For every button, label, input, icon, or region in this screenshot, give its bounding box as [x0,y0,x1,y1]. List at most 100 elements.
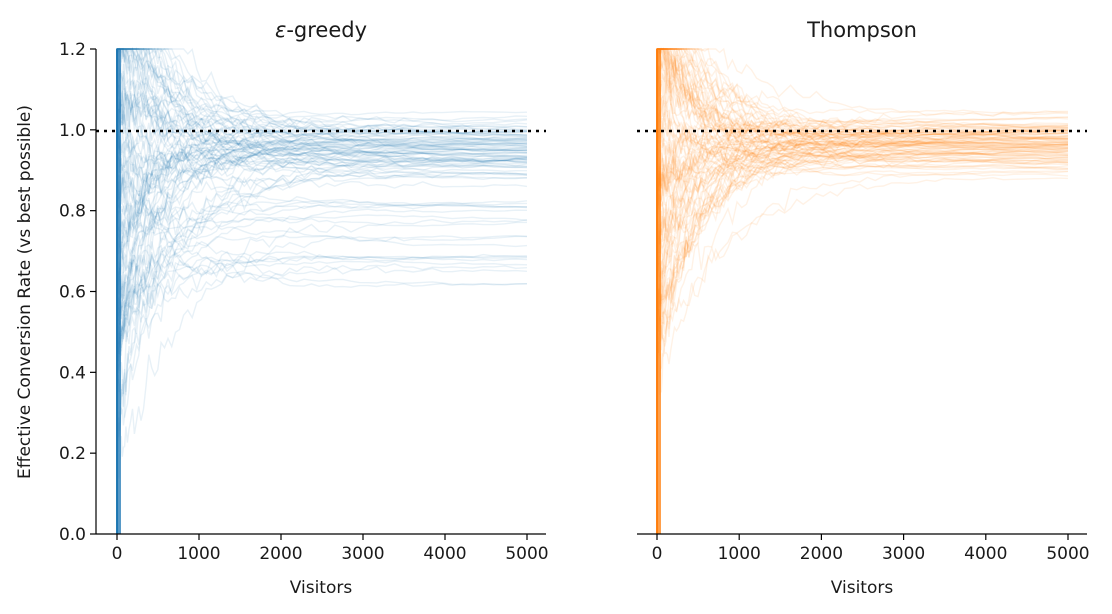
simulation-line [116,122,528,534]
simulation-line [656,49,1069,322]
simulation-line [116,147,528,534]
simulation-line [116,234,528,534]
simulation-line [656,49,1069,258]
simulation-line [116,48,528,534]
simulation-line [656,150,1069,534]
simulation-line [117,47,528,135]
simulation-line [656,49,1069,296]
simulation-line [657,48,1069,164]
simulation-line [656,49,1069,228]
simulation-line [117,48,528,116]
simulation-line [116,90,528,534]
thompson-x-ticks: 0 1000 2000 3000 4000 5000 [652,534,1090,564]
simulation-line [656,49,1069,172]
simulation-line [117,48,528,153]
simulation-line [656,120,1069,534]
simulation-line [116,85,527,534]
simulation-line [116,46,528,534]
simulation-line [656,49,1069,361]
simulation-line [656,49,1069,203]
simulation-line [656,48,1069,534]
simulation-line [116,255,528,534]
x-tick-label: 0 [112,544,123,564]
simulation-line [656,127,1069,534]
simulation-line [116,48,528,534]
epsilon-symbol: ε [275,18,286,42]
x-tick-label: 3000 [882,544,925,564]
simulation-line [656,47,1069,534]
simulation-line [656,49,1069,438]
simulation-line [656,49,1069,311]
simulation-line [116,49,528,169]
thompson-x-label: Visitors [831,578,894,598]
simulation-line [656,48,1069,173]
simulation-line [656,49,1069,395]
simulation-line [657,48,1069,149]
simulation-line [116,112,528,534]
simulation-line [656,48,1069,534]
simulation-line [116,48,528,534]
simulation-line [116,48,528,534]
simulation-line [116,49,528,259]
simulation-line [116,49,528,176]
simulation-line [656,129,1069,534]
simulation-line [656,125,1069,534]
simulation-line [656,151,1069,534]
simulation-line [656,116,1069,534]
early-visitor-band [116,49,121,534]
simulation-line [116,49,528,534]
simulation-line [657,48,1069,142]
simulation-line [656,48,1069,534]
simulation-line [116,47,528,534]
simulation-line [116,48,527,534]
simulation-line [656,48,1069,534]
simulation-line [116,123,528,534]
simulation-line [656,48,1069,534]
simulation-line [656,49,1068,401]
simulation-line [656,47,1069,168]
simulation-line [116,49,528,261]
x-tick-label: 4000 [423,544,466,564]
simulation-line [116,49,528,198]
simulation-line [116,48,528,534]
simulation-line [656,127,1069,534]
simulation-line [116,47,528,534]
simulation-line [116,70,528,534]
simulation-line [656,100,1069,534]
simulation-line [657,48,1069,147]
simulation-line [656,48,1068,534]
simulation-line [656,128,1069,534]
simulation-line [116,174,528,534]
y-tick-label: 1.2 [59,40,86,60]
simulation-line [656,102,1069,534]
simulation-line [656,46,1069,534]
x-tick-label: 2000 [259,544,302,564]
simulation-line [656,48,1069,158]
epsilon-greedy-y-ticks: 0.0 0.2 0.4 0.6 0.8 1.0 1.2 [59,40,96,545]
simulation-line [116,47,528,534]
simulation-line [656,138,1069,534]
simulation-line [656,49,1069,412]
simulation-line [116,49,528,229]
simulation-line [656,49,1069,194]
simulation-line [116,49,528,240]
simulation-line [116,133,528,534]
simulation-line [116,49,528,350]
simulation-line [656,98,1069,534]
simulation-line [116,48,528,534]
simulation-line [116,48,528,534]
simulation-line [116,137,528,534]
simulation-line [116,47,528,534]
simulation-line [656,49,1069,371]
simulation-line [116,49,528,356]
simulation-line [656,111,1069,534]
simulation-line [116,49,528,355]
simulation-line [656,48,1069,534]
simulation-line [116,235,528,534]
y-tick-label: 0.0 [59,525,86,545]
simulation-line [656,53,1069,534]
simulation-line [656,121,1069,534]
simulation-line [117,48,528,176]
simulation-line [116,49,528,291]
simulation-line [116,49,528,331]
